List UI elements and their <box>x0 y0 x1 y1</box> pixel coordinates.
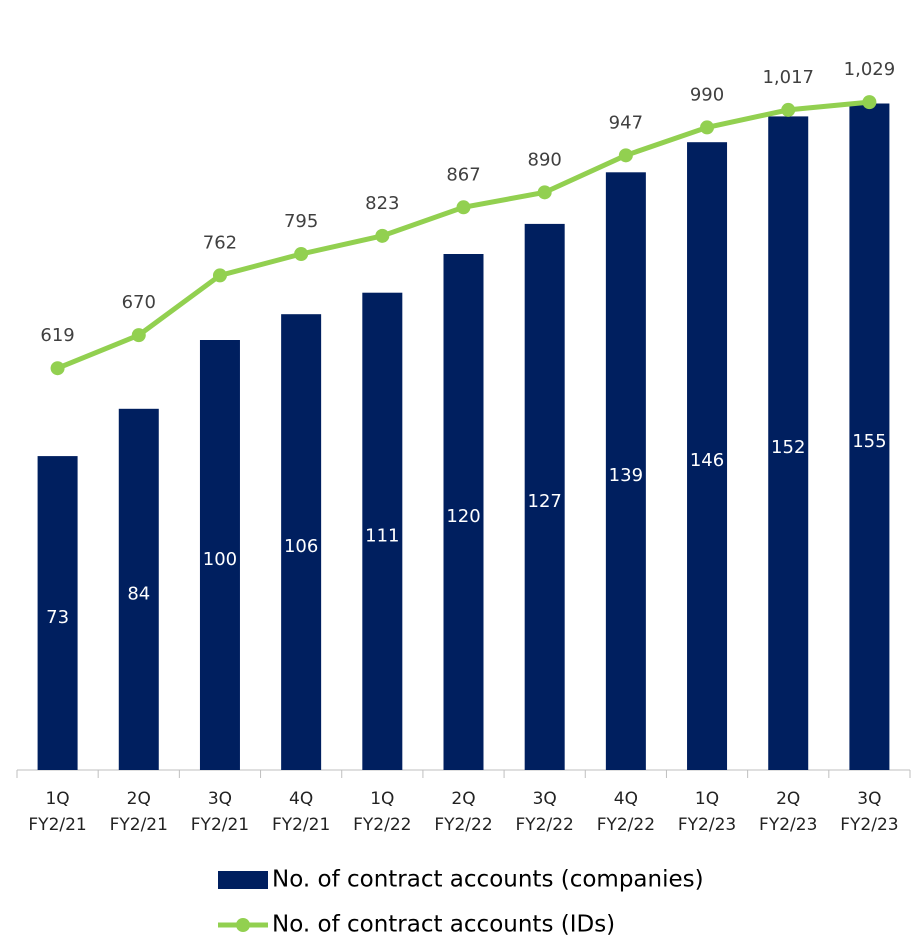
bar-label: 139 <box>609 465 643 486</box>
line-point <box>537 185 552 200</box>
line-point <box>50 361 65 376</box>
bar-label: 155 <box>852 431 886 452</box>
line-label: 670 <box>122 292 156 313</box>
x-tick-label: 2Q FY2/22 <box>434 789 493 835</box>
bar-label: 106 <box>284 536 318 557</box>
x-tick-label: 3Q FY2/22 <box>515 789 574 835</box>
bar <box>768 116 809 770</box>
bar-label: 84 <box>127 583 150 604</box>
x-tick-label: 4Q FY2/21 <box>271 789 331 835</box>
line-point <box>618 148 633 163</box>
legend-label: No. of contract accounts (IDs) <box>272 912 615 936</box>
x-tick-label: 1Q FY2/22 <box>353 789 412 835</box>
x-tick-label: 3Q FY2/23 <box>840 789 899 835</box>
x-tick-label: 2Q FY2/23 <box>759 789 818 835</box>
x-tick-label: 4Q FY2/22 <box>596 789 656 835</box>
line-point <box>212 268 227 283</box>
line-point <box>862 95 877 110</box>
line-point <box>375 228 390 243</box>
legend-label: No. of contract accounts (companies) <box>272 867 704 893</box>
bar <box>118 408 159 770</box>
bar <box>605 172 646 771</box>
line-label: 1,017 <box>762 67 814 88</box>
line-point <box>131 328 146 343</box>
bar <box>37 456 78 770</box>
bar <box>199 340 240 770</box>
line-label: 867 <box>446 164 480 185</box>
bar-label: 100 <box>203 549 237 570</box>
line-label: 1,029 <box>844 59 896 80</box>
x-tick-label: 2Q FY2/21 <box>109 789 168 835</box>
bar <box>849 103 890 770</box>
line-label: 890 <box>528 149 562 170</box>
legend-swatch <box>236 918 250 932</box>
bar <box>443 254 484 770</box>
line-label: 762 <box>203 232 237 253</box>
line-point <box>700 120 715 135</box>
bar <box>362 292 403 770</box>
x-tick-label: 1Q FY2/21 <box>28 789 87 835</box>
x-tick-label: 3Q FY2/21 <box>190 789 250 835</box>
bar <box>687 142 728 770</box>
bar-label: 120 <box>446 506 480 527</box>
line-label: 795 <box>284 211 318 232</box>
bar <box>524 223 565 770</box>
bar-label: 111 <box>365 525 399 546</box>
line-label: 947 <box>609 112 643 133</box>
line-label: 990 <box>690 84 724 105</box>
legend-swatch <box>218 871 268 889</box>
x-tick-label: 1Q FY2/23 <box>677 789 737 835</box>
line-label: 823 <box>365 193 399 214</box>
line-point <box>781 102 796 117</box>
line-point <box>456 200 471 215</box>
bar-label: 127 <box>528 491 562 512</box>
bar-label: 152 <box>771 437 805 458</box>
line-point <box>294 247 309 261</box>
bar-label: 73 <box>46 607 69 628</box>
line-label: 619 <box>40 325 74 346</box>
bar-label: 146 <box>690 450 724 471</box>
bar <box>281 314 322 770</box>
